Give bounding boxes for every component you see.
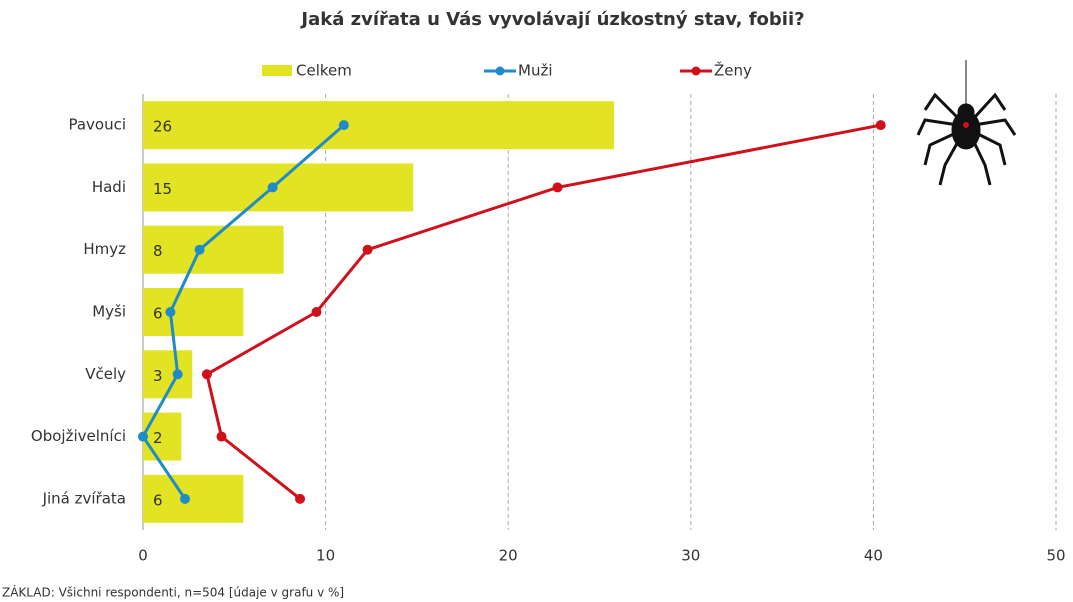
point [173,369,183,379]
point [138,432,148,442]
legend-label: Ženy [714,61,752,80]
legend-swatch [692,67,701,76]
value-label: 3 [153,367,163,385]
point [268,182,278,192]
legend-swatch [262,65,292,76]
value-label: 2 [153,429,163,447]
value-label: 26 [153,118,172,136]
point [180,494,190,504]
point [217,432,227,442]
y-tick-label: Včely [85,365,126,383]
bar [143,226,284,274]
point [202,369,212,379]
value-label: 15 [153,180,172,198]
x-tick-label: 30 [681,547,700,565]
y-tick-label: Hmyz [83,240,126,258]
point [553,182,563,192]
value-label: 8 [153,242,163,260]
y-tick-label: Jiná zvířata [42,489,126,507]
x-tick-label: 40 [864,547,883,565]
legend-swatch [496,67,505,76]
point [165,307,175,317]
note: ZÁKLAD: Všichni respondenti, n=504 [údaj… [2,585,344,600]
x-tick-label: 10 [316,547,335,565]
bar [143,163,413,211]
y-tick-label: Myši [92,303,126,321]
legend-label: Muži [518,62,553,80]
x-tick-label: 50 [1046,547,1065,565]
chart-title: Jaká zvířata u Vás vyvolávají úzkostný s… [299,9,804,30]
y-tick-label: Pavouci [68,116,126,134]
point [295,494,305,504]
y-tick-label: Hadi [92,178,126,196]
y-tick-label: Obojživelníci [31,427,126,445]
chart: Jaká zvířata u Vás vyvolávají úzkostný s… [0,0,1073,602]
legend-label: Celkem [296,62,352,80]
point [363,245,373,255]
x-tick-label: 0 [138,547,148,565]
point [195,245,205,255]
spider-icon [918,60,1015,185]
value-label: 6 [153,305,163,323]
x-tick-label: 20 [499,547,518,565]
point [339,120,349,130]
bar [143,101,614,149]
value-label: 6 [153,491,163,509]
point [311,307,321,317]
point [876,120,886,130]
